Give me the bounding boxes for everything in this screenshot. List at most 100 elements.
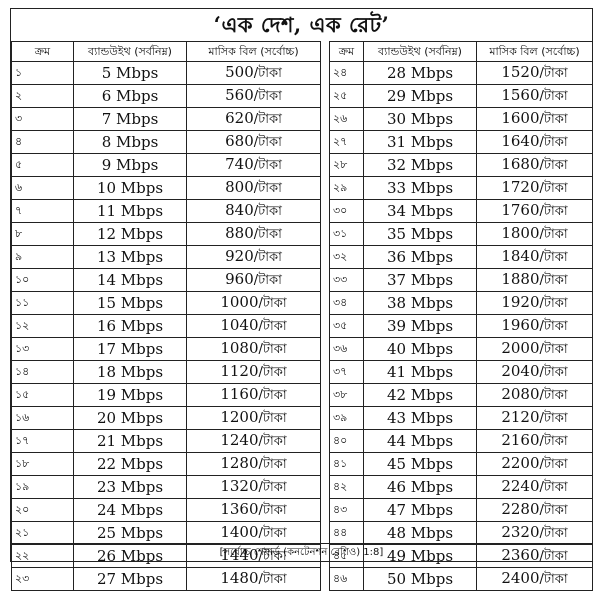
bill-cell: 1000/টাকা <box>186 291 321 315</box>
bill-unit: /টাকা <box>539 158 568 173</box>
bill-unit: /টাকা <box>258 503 287 518</box>
bandwidth-cell: 46 Mbps <box>363 475 477 499</box>
bandwidth-cell: 11 Mbps <box>73 199 187 223</box>
table-row: ৪১ 45 Mbps 2200/টাকা <box>329 452 593 476</box>
bill-unit: /টাকা <box>253 66 282 81</box>
bandwidth-cell: 21 Mbps <box>73 429 187 453</box>
bandwidth-cell: 38 Mbps <box>363 291 477 315</box>
bill-amount: 1360 <box>220 500 259 518</box>
bill-amount: 1720 <box>501 178 540 196</box>
bandwidth-cell: 6 Mbps <box>73 84 187 108</box>
bill-amount: 2200 <box>501 454 540 472</box>
table-row: ৪২ 46 Mbps 2240/টাকা <box>329 475 593 499</box>
bill-amount: 1960 <box>501 316 540 334</box>
bandwidth-cell: 40 Mbps <box>363 337 477 361</box>
bill-cell: 2280/টাকা <box>476 498 593 522</box>
bill-amount: 2080 <box>501 385 540 403</box>
bill-cell: 1640/টাকা <box>476 130 593 154</box>
table-row: ২৪ 28 Mbps 1520/টাকা <box>329 61 593 85</box>
bill-cell: 2000/টাকা <box>476 337 593 361</box>
table-row: ২৮ 32 Mbps 1680/টাকা <box>329 153 593 177</box>
bandwidth-cell: 44 Mbps <box>363 429 477 453</box>
bill-amount: 1240 <box>220 431 259 449</box>
bandwidth-cell: 47 Mbps <box>363 498 477 522</box>
bill-amount: 1160 <box>220 385 259 403</box>
table-row: ৩১ 35 Mbps 1800/টাকা <box>329 222 593 246</box>
bandwidth-cell: 9 Mbps <box>73 153 187 177</box>
tables-area: ক্রম ব্যান্ডউইথ (সর্বনিম্ন) মাসিক বিল (স… <box>11 41 593 591</box>
bill-cell: 1720/টাকা <box>476 176 593 200</box>
bandwidth-cell: 28 Mbps <box>363 61 477 85</box>
table-row: ১৫ 19 Mbps 1160/টাকা <box>11 383 321 407</box>
bill-unit: /টাকা <box>539 112 568 127</box>
column-header-serial: ক্রম <box>11 41 74 62</box>
serial-cell: ২৭ <box>329 130 364 154</box>
table-row: ৩৮ 42 Mbps 2080/টাকা <box>329 383 593 407</box>
bill-amount: 1480 <box>220 569 259 587</box>
bandwidth-cell: 31 Mbps <box>363 130 477 154</box>
bill-amount: 2000 <box>501 339 540 357</box>
bill-amount: 1280 <box>220 454 259 472</box>
bandwidth-cell: 34 Mbps <box>363 199 477 223</box>
table-row: ১১ 15 Mbps 1000/টাকা <box>11 291 321 315</box>
column-header-bill: মাসিক বিল (সর্বোচ্চ) <box>476 41 593 62</box>
bill-amount: 500 <box>225 63 254 81</box>
table-row: ২১ 25 Mbps 1400/টাকা <box>11 521 321 545</box>
table-row: ২০ 24 Mbps 1360/টাকা <box>11 498 321 522</box>
table-row: ৩৬ 40 Mbps 2000/টাকা <box>329 337 593 361</box>
bill-cell: 560/টাকা <box>186 84 321 108</box>
bill-amount: 1400 <box>220 523 259 541</box>
serial-cell: ২৬ <box>329 107 364 131</box>
bandwidth-cell: 42 Mbps <box>363 383 477 407</box>
table-row: ৬ 10 Mbps 800/টাকা <box>11 176 321 200</box>
bill-unit: /টাকা <box>539 181 568 196</box>
bandwidth-cell: 17 Mbps <box>73 337 187 361</box>
serial-cell: ১৭ <box>11 429 74 453</box>
bandwidth-cell: 10 Mbps <box>73 176 187 200</box>
serial-cell: ৩৯ <box>329 406 364 430</box>
bill-unit: /টাকা <box>539 296 568 311</box>
bill-unit: /টাকা <box>539 342 568 357</box>
bandwidth-cell: 45 Mbps <box>363 452 477 476</box>
bandwidth-cell: 5 Mbps <box>73 61 187 85</box>
table-row: ২৬ 30 Mbps 1600/টাকা <box>329 107 593 131</box>
serial-cell: ২৮ <box>329 153 364 177</box>
bandwidth-cell: 19 Mbps <box>73 383 187 407</box>
bandwidth-cell: 41 Mbps <box>363 360 477 384</box>
bill-amount: 2280 <box>501 500 540 518</box>
bill-amount: 1080 <box>220 339 259 357</box>
bill-amount: 800 <box>225 178 254 196</box>
serial-cell: ২ <box>11 84 74 108</box>
bill-unit: /টাকা <box>258 457 287 472</box>
bill-unit: /টাকা <box>539 388 568 403</box>
bill-unit: /টাকা <box>258 296 287 311</box>
bill-unit: /টাকা <box>539 319 568 334</box>
bill-amount: 1600 <box>501 109 540 127</box>
table-row: ৭ 11 Mbps 840/টাকা <box>11 199 321 223</box>
bill-amount: 2160 <box>501 431 540 449</box>
bandwidth-cell: 16 Mbps <box>73 314 187 338</box>
bill-unit: /টাকা <box>539 411 568 426</box>
bill-unit: /টাকা <box>253 89 282 104</box>
table-row: ৪০ 44 Mbps 2160/টাকা <box>329 429 593 453</box>
bill-amount: 1320 <box>220 477 259 495</box>
bandwidth-cell: 33 Mbps <box>363 176 477 200</box>
bandwidth-cell: 29 Mbps <box>363 84 477 108</box>
serial-cell: ৪০ <box>329 429 364 453</box>
serial-cell: ১২ <box>11 314 74 338</box>
bill-amount: 1640 <box>501 132 540 150</box>
bill-cell: 1600/টাকা <box>476 107 593 131</box>
table-row: ৩৫ 39 Mbps 1960/টাকা <box>329 314 593 338</box>
bill-amount: 1920 <box>501 293 540 311</box>
bill-cell: 740/টাকা <box>186 153 321 177</box>
bandwidth-cell: 20 Mbps <box>73 406 187 430</box>
bill-unit: /টাকা <box>539 526 568 541</box>
table-row: ৪৩ 47 Mbps 2280/টাকা <box>329 498 593 522</box>
column-header-bandwidth: ব্যান্ডউইথ (সর্বনিম্ন) <box>363 41 477 62</box>
table-body-right: ২৪ 28 Mbps 1520/টাকা ২৫ 29 Mbps 1560/টাকা ২৬ 30… <box>329 61 593 591</box>
serial-cell: ৪২ <box>329 475 364 499</box>
serial-cell: ৪৪ <box>329 521 364 545</box>
bandwidth-cell: 37 Mbps <box>363 268 477 292</box>
